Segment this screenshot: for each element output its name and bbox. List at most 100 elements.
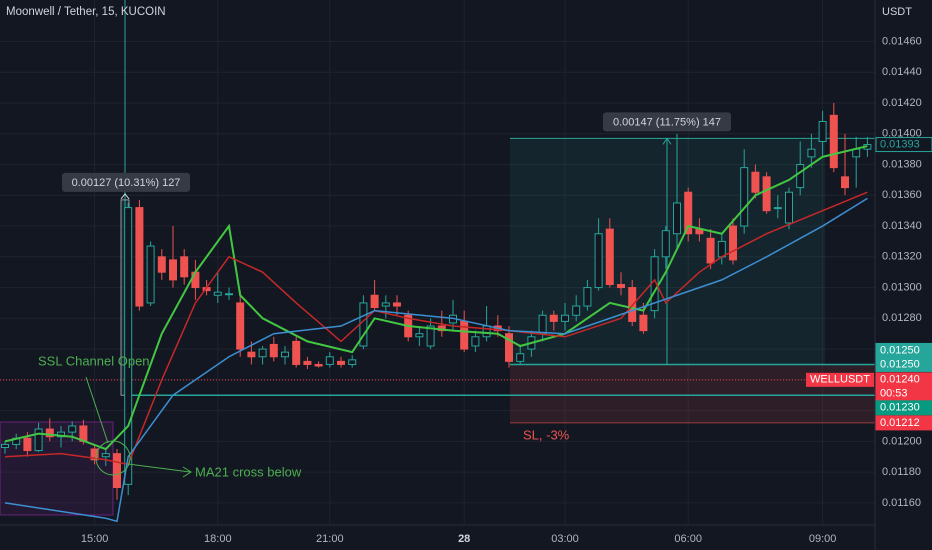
candle-body bbox=[482, 325, 491, 338]
x-tick-label: 06:00 bbox=[674, 533, 702, 545]
x-tick-label: 18:00 bbox=[204, 533, 232, 545]
y-tick-label: 0.01360 bbox=[882, 189, 922, 201]
indicator-line bbox=[4, 191, 868, 466]
measure-label: 0.00127 (10.31%) 127 bbox=[72, 177, 181, 189]
note: SSL Channel Open bbox=[38, 353, 150, 368]
candle-body bbox=[113, 453, 121, 488]
candle-body bbox=[157, 256, 166, 273]
candle-body bbox=[68, 425, 77, 433]
candle-body bbox=[348, 359, 357, 365]
candle-body bbox=[1, 443, 9, 448]
y-tick-label: 0.01440 bbox=[882, 66, 922, 78]
chart-title: Moonwell / Tether, 15, KUCOIN bbox=[6, 6, 166, 18]
candle-body bbox=[292, 340, 301, 365]
candle-body bbox=[639, 314, 648, 332]
x-tick-label: 28 bbox=[458, 533, 470, 545]
arrow-line bbox=[127, 463, 191, 473]
arrow-line bbox=[85, 376, 109, 444]
price-badge-label: 0.01250 bbox=[880, 358, 920, 370]
candle-body bbox=[225, 293, 233, 296]
grid bbox=[0, 0, 875, 525]
measure-arrowhead bbox=[120, 193, 130, 200]
price-badge-label: 0.01393 bbox=[880, 138, 920, 150]
indicator-line bbox=[4, 197, 868, 523]
measure-label: 0.00147 (11.75%) 147 bbox=[613, 116, 721, 128]
candle-body bbox=[45, 428, 54, 438]
arrow-head bbox=[182, 466, 192, 478]
y-tick-label: 0.01200 bbox=[882, 435, 922, 447]
candle-body bbox=[269, 343, 278, 358]
candle-body bbox=[314, 363, 323, 367]
candle-body bbox=[751, 171, 760, 193]
candle-body bbox=[605, 228, 614, 285]
candle-body bbox=[572, 305, 581, 316]
y-tick-label: 0.01160 bbox=[882, 497, 921, 509]
candle-body bbox=[729, 225, 737, 261]
y-tick-label: 0.01340 bbox=[882, 220, 922, 232]
price-badge bbox=[875, 356, 932, 372]
candle-body bbox=[561, 314, 569, 322]
candle-body bbox=[281, 351, 289, 358]
candle-body bbox=[135, 207, 144, 307]
candle-body bbox=[773, 207, 782, 210]
candle-body bbox=[213, 291, 222, 296]
candle-body bbox=[471, 336, 480, 347]
candle-body bbox=[829, 114, 838, 169]
candle-body bbox=[124, 207, 133, 485]
candle-body bbox=[325, 356, 334, 365]
candle-body bbox=[661, 230, 670, 258]
axis-unit: USDT bbox=[882, 6, 912, 18]
candle-body bbox=[762, 176, 771, 212]
candle-body bbox=[740, 167, 749, 227]
price-badge-label: 0.01212 bbox=[880, 417, 920, 429]
note: SL, -3% bbox=[523, 427, 570, 442]
x-tick-label: 09:00 bbox=[809, 533, 837, 545]
candle-body bbox=[415, 333, 424, 338]
candle-body bbox=[684, 191, 693, 235]
y-tick-label: 0.01380 bbox=[882, 158, 922, 170]
candle-body bbox=[549, 314, 558, 322]
candle-body bbox=[505, 333, 513, 362]
y-tick-label: 0.01320 bbox=[882, 251, 922, 263]
candle-body bbox=[23, 437, 32, 452]
candle-body bbox=[258, 348, 267, 358]
candle-body bbox=[393, 302, 401, 307]
y-tick-label: 0.01300 bbox=[882, 281, 922, 293]
candle-body bbox=[247, 351, 256, 358]
candle-body bbox=[34, 428, 43, 452]
indicator-line bbox=[4, 145, 868, 451]
candle-body bbox=[370, 294, 379, 309]
candle-body bbox=[807, 148, 816, 158]
candle-body bbox=[191, 271, 200, 289]
y-tick-label: 0.01460 bbox=[882, 35, 922, 47]
candle-body bbox=[381, 302, 390, 307]
symbol-label: WELLUSDT bbox=[810, 374, 870, 386]
candle-body bbox=[673, 202, 681, 235]
candle-body bbox=[101, 453, 110, 458]
x-tick-label: 21:00 bbox=[316, 533, 344, 545]
candle-body bbox=[796, 164, 805, 189]
candle-body bbox=[236, 302, 245, 350]
price-badge bbox=[875, 400, 932, 416]
price-badge-label: 0.01240 bbox=[880, 374, 920, 386]
plot bbox=[1, 103, 872, 523]
candle-body bbox=[583, 287, 592, 307]
price-badge-label: 0.01230 bbox=[880, 402, 920, 414]
candle-body bbox=[841, 176, 849, 189]
candle-body bbox=[460, 320, 469, 350]
measure-label-box bbox=[603, 112, 731, 132]
candle-body bbox=[169, 259, 177, 281]
candle-body bbox=[617, 283, 625, 289]
candle-body bbox=[303, 360, 312, 365]
candle-body bbox=[516, 353, 525, 362]
measure-arrowhead bbox=[662, 137, 672, 145]
price-badge-label: 0.01250 bbox=[880, 344, 920, 356]
candle-body bbox=[538, 314, 547, 335]
y-tick-label: 0.01180 bbox=[882, 466, 921, 478]
x-tick-label: 15:00 bbox=[81, 533, 109, 545]
y-tick-label: 0.01280 bbox=[882, 312, 922, 324]
highlight-circle bbox=[95, 440, 131, 476]
candle-body bbox=[180, 256, 189, 278]
measure-label-box bbox=[62, 172, 190, 192]
